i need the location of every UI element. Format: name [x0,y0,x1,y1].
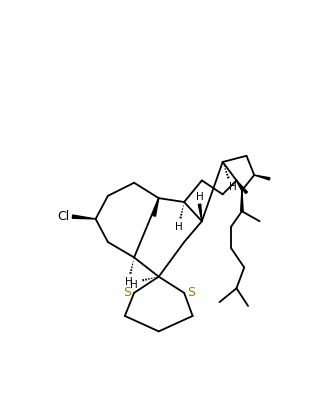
Polygon shape [153,198,159,216]
Polygon shape [72,215,96,219]
Polygon shape [237,180,248,194]
Polygon shape [198,204,202,221]
Text: S: S [123,286,131,299]
Text: Cl: Cl [57,210,69,223]
Text: H: H [125,277,133,287]
Text: H: H [196,192,203,202]
Text: H: H [229,182,237,192]
Polygon shape [254,175,270,180]
Text: S: S [187,286,195,299]
Text: H: H [130,280,138,290]
Text: H: H [175,222,183,232]
Polygon shape [241,190,243,211]
